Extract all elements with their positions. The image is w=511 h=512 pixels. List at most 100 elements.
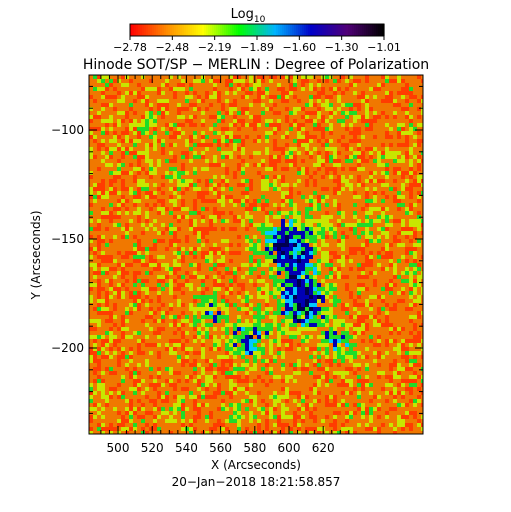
map-pixel [89, 239, 93, 243]
map-pixel [153, 259, 157, 263]
map-pixel [177, 275, 181, 279]
map-pixel [353, 103, 357, 107]
map-pixel [129, 223, 133, 227]
map-pixel [385, 239, 389, 243]
map-pixel [381, 87, 385, 91]
map-pixel [273, 119, 277, 123]
map-pixel [341, 227, 345, 231]
map-pixel [277, 127, 281, 131]
map-pixel [109, 139, 113, 143]
map-pixel [349, 99, 353, 103]
map-pixel [421, 275, 423, 279]
map-pixel [197, 79, 201, 83]
map-pixel [325, 267, 329, 271]
map-pixel [137, 131, 141, 135]
map-pixel [121, 163, 125, 167]
map-pixel [293, 207, 297, 211]
map-pixel [161, 79, 165, 83]
map-pixel [109, 271, 113, 275]
map-pixel [341, 123, 345, 127]
map-pixel [409, 75, 413, 79]
map-pixel [205, 247, 209, 251]
map-pixel [93, 83, 97, 87]
map-pixel [101, 131, 105, 135]
map-pixel [401, 123, 405, 127]
map-pixel [389, 155, 393, 159]
map-pixel [305, 187, 309, 191]
map-pixel [185, 219, 189, 223]
map-pixel [205, 99, 209, 103]
map-pixel [125, 211, 129, 215]
map-pixel [341, 127, 345, 131]
map-pixel [269, 231, 273, 235]
map-pixel [405, 295, 409, 299]
map-pixel [169, 107, 173, 111]
map-pixel [401, 235, 405, 239]
colorbar-cell [134, 24, 137, 36]
map-pixel [157, 259, 161, 263]
map-pixel [373, 107, 377, 111]
map-pixel [241, 235, 245, 239]
map-pixel [273, 107, 277, 111]
map-pixel [417, 115, 421, 119]
map-pixel [113, 291, 117, 295]
map-pixel [409, 83, 413, 87]
map-pixel [169, 99, 173, 103]
map-pixel [149, 287, 153, 291]
map-pixel [409, 275, 413, 279]
map-pixel [113, 127, 117, 131]
map-pixel [297, 83, 301, 87]
map-pixel [121, 111, 125, 115]
colorbar-cell [290, 24, 293, 36]
map-pixel [229, 299, 233, 303]
map-pixel [269, 79, 273, 83]
map-pixel [157, 235, 161, 239]
map-pixel [401, 111, 405, 115]
map-pixel [121, 247, 125, 251]
map-pixel [409, 187, 413, 191]
map-pixel [297, 75, 301, 79]
map-pixel [209, 203, 213, 207]
map-pixel [109, 299, 113, 303]
map-pixel [185, 83, 189, 87]
map-pixel [369, 79, 373, 83]
map-pixel [413, 139, 417, 143]
map-pixel [197, 87, 201, 91]
map-pixel [297, 111, 301, 115]
map-pixel [349, 179, 353, 183]
map-pixel [205, 135, 209, 139]
map-pixel [285, 183, 289, 187]
map-pixel [129, 143, 133, 147]
map-pixel [369, 243, 373, 247]
map-pixel [269, 247, 273, 251]
map-pixel [197, 91, 201, 95]
map-pixel [245, 267, 249, 271]
map-pixel [97, 263, 101, 267]
map-pixel [253, 127, 257, 131]
map-pixel [97, 75, 101, 79]
map-pixel [385, 223, 389, 227]
map-pixel [369, 111, 373, 115]
map-pixel [185, 147, 189, 151]
map-pixel [125, 123, 129, 127]
map-pixel [117, 167, 121, 171]
map-pixel [261, 159, 265, 163]
map-pixel [313, 139, 317, 143]
map-pixel [277, 263, 281, 267]
map-pixel [257, 175, 261, 179]
map-pixel [405, 83, 409, 87]
map-pixel [105, 255, 109, 259]
map-pixel [365, 167, 369, 171]
map-pixel [197, 199, 201, 203]
colorbar-cell [364, 24, 367, 36]
map-pixel [341, 199, 345, 203]
map-pixel [409, 147, 413, 151]
map-pixel [101, 143, 105, 147]
map-pixel [393, 103, 397, 107]
map-pixel [237, 155, 241, 159]
map-pixel [325, 83, 329, 87]
map-pixel [409, 151, 413, 155]
map-pixel [157, 91, 161, 95]
map-pixel [365, 159, 369, 163]
map-pixel [261, 171, 265, 175]
